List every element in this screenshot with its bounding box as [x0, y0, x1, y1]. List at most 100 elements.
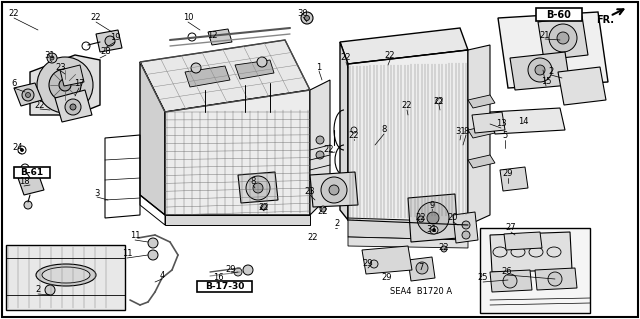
Circle shape	[370, 260, 378, 268]
Polygon shape	[362, 246, 412, 274]
Text: 29: 29	[363, 259, 373, 269]
Text: 22: 22	[340, 54, 351, 63]
Polygon shape	[468, 45, 490, 225]
Circle shape	[24, 201, 32, 209]
Polygon shape	[468, 125, 495, 138]
Polygon shape	[500, 167, 528, 191]
Text: 31: 31	[45, 51, 55, 61]
Text: 8: 8	[463, 127, 468, 136]
Text: 11: 11	[130, 232, 140, 241]
Circle shape	[47, 53, 57, 63]
Polygon shape	[408, 194, 458, 242]
Text: 18: 18	[19, 177, 29, 187]
Polygon shape	[310, 172, 358, 207]
Text: 22: 22	[416, 213, 426, 222]
Ellipse shape	[36, 264, 96, 286]
Polygon shape	[348, 237, 468, 248]
Text: 23: 23	[305, 187, 316, 196]
Text: 26: 26	[502, 266, 512, 276]
Circle shape	[49, 69, 81, 101]
Circle shape	[191, 63, 201, 73]
Circle shape	[261, 204, 267, 210]
Circle shape	[462, 221, 470, 229]
Circle shape	[329, 185, 339, 195]
Text: 22: 22	[35, 100, 45, 109]
Circle shape	[246, 176, 270, 200]
Text: 22: 22	[385, 51, 396, 61]
Circle shape	[257, 57, 267, 67]
Text: 20: 20	[448, 213, 458, 222]
Bar	[536, 8, 582, 21]
Circle shape	[105, 36, 115, 46]
Polygon shape	[238, 172, 278, 203]
Polygon shape	[185, 66, 230, 87]
Circle shape	[37, 57, 93, 113]
Text: FR.: FR.	[596, 15, 614, 25]
Text: 22: 22	[324, 145, 334, 153]
Polygon shape	[453, 212, 478, 243]
Text: 24: 24	[13, 144, 23, 152]
Circle shape	[548, 272, 562, 286]
Circle shape	[22, 89, 34, 101]
Circle shape	[503, 274, 517, 288]
Polygon shape	[310, 80, 330, 215]
Text: 1: 1	[316, 63, 322, 71]
Text: 3: 3	[94, 189, 100, 197]
Circle shape	[416, 262, 428, 274]
Polygon shape	[235, 60, 274, 79]
Circle shape	[320, 206, 326, 212]
Polygon shape	[165, 90, 310, 215]
Polygon shape	[468, 95, 495, 108]
Circle shape	[301, 12, 313, 24]
Circle shape	[316, 151, 324, 159]
Circle shape	[59, 79, 71, 91]
Text: 22: 22	[349, 130, 359, 139]
Circle shape	[50, 56, 54, 60]
Text: 23: 23	[56, 63, 67, 71]
Circle shape	[321, 177, 347, 203]
Text: 31: 31	[456, 127, 467, 136]
Polygon shape	[348, 50, 468, 225]
Text: 5: 5	[502, 131, 508, 140]
Bar	[480, 228, 590, 313]
Text: 19: 19	[109, 33, 120, 42]
Polygon shape	[6, 245, 125, 310]
Polygon shape	[504, 232, 542, 250]
Polygon shape	[60, 65, 84, 86]
Polygon shape	[30, 55, 100, 115]
Text: 27: 27	[506, 224, 516, 233]
Circle shape	[70, 104, 76, 110]
Text: 2: 2	[334, 219, 340, 228]
Text: 22: 22	[317, 207, 328, 217]
Circle shape	[557, 32, 569, 44]
Circle shape	[418, 216, 424, 222]
Polygon shape	[468, 155, 495, 168]
Circle shape	[462, 231, 470, 239]
Circle shape	[26, 93, 31, 98]
Polygon shape	[408, 257, 435, 281]
Ellipse shape	[42, 267, 90, 283]
Text: 4: 4	[159, 271, 164, 279]
Circle shape	[20, 149, 24, 152]
Circle shape	[528, 58, 552, 82]
Polygon shape	[55, 90, 92, 122]
Text: 22: 22	[434, 97, 444, 106]
Polygon shape	[538, 16, 588, 60]
Text: 22: 22	[9, 10, 19, 19]
Circle shape	[433, 228, 435, 232]
Polygon shape	[96, 30, 122, 52]
Polygon shape	[140, 40, 310, 112]
Circle shape	[430, 226, 438, 234]
Text: 31: 31	[427, 225, 437, 234]
Text: 6: 6	[12, 79, 17, 88]
Text: 15: 15	[541, 78, 551, 86]
Text: 22: 22	[402, 101, 412, 110]
Text: 16: 16	[212, 273, 223, 283]
Polygon shape	[340, 42, 348, 220]
Text: 22: 22	[308, 234, 318, 242]
Text: 11: 11	[122, 249, 132, 258]
Text: 22: 22	[439, 243, 449, 253]
Text: B-61: B-61	[20, 168, 44, 177]
Circle shape	[417, 202, 449, 234]
Text: 21: 21	[540, 31, 550, 40]
